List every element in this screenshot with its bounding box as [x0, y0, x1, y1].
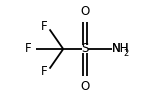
Text: F: F [41, 20, 48, 33]
Text: F: F [25, 43, 32, 55]
Text: NH: NH [112, 43, 130, 55]
Text: O: O [80, 80, 89, 93]
Text: O: O [80, 5, 89, 18]
Text: 2: 2 [123, 49, 129, 58]
Text: NH: NH [112, 43, 130, 55]
Text: F: F [41, 65, 48, 78]
Text: S: S [81, 43, 88, 55]
